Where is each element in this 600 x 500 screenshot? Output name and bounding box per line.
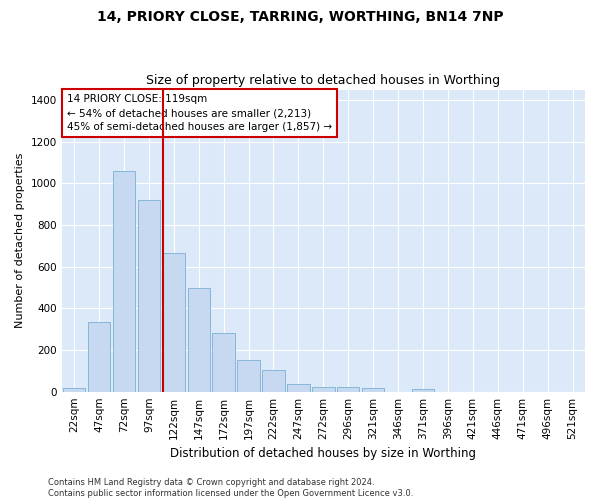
Bar	[212, 334, 235, 392]
Bar	[262, 370, 285, 392]
Text: Contains HM Land Registry data © Crown copyright and database right 2024.
Contai: Contains HM Land Registry data © Crown c…	[48, 478, 413, 498]
Bar	[137, 200, 160, 392]
Text: 14 PRIORY CLOSE: 119sqm
← 54% of detached houses are smaller (2,213)
45% of semi: 14 PRIORY CLOSE: 119sqm ← 54% of detache…	[67, 94, 332, 132]
Bar	[238, 360, 260, 392]
Bar	[412, 389, 434, 392]
Text: 14, PRIORY CLOSE, TARRING, WORTHING, BN14 7NP: 14, PRIORY CLOSE, TARRING, WORTHING, BN1…	[97, 10, 503, 24]
X-axis label: Distribution of detached houses by size in Worthing: Distribution of detached houses by size …	[170, 447, 476, 460]
Bar	[113, 172, 135, 392]
Bar	[312, 387, 335, 392]
Bar	[337, 387, 359, 392]
Bar	[88, 322, 110, 392]
Bar	[163, 253, 185, 392]
Bar	[287, 384, 310, 392]
Bar	[188, 288, 210, 392]
Bar	[362, 388, 385, 392]
Title: Size of property relative to detached houses in Worthing: Size of property relative to detached ho…	[146, 74, 500, 87]
Y-axis label: Number of detached properties: Number of detached properties	[15, 153, 25, 328]
Bar	[63, 388, 85, 392]
